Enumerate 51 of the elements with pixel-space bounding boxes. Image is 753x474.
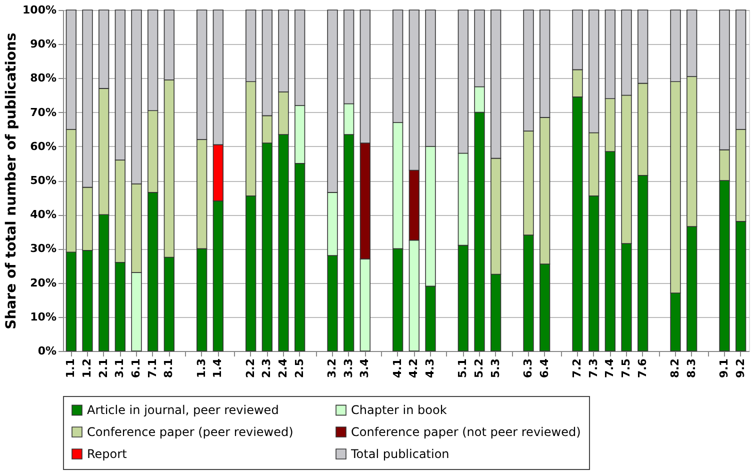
x-tick-label: 7.2 bbox=[570, 358, 584, 378]
y-tick-label: 90% bbox=[30, 38, 56, 51]
x-tick-label: 7.5 bbox=[620, 358, 632, 378]
x-tick-label: 8.3 bbox=[684, 358, 698, 378]
x-tick-label: 7.1 bbox=[146, 358, 159, 378]
y-tick-label: 0% bbox=[38, 344, 56, 358]
x-tick-label: 1.4 bbox=[211, 358, 224, 378]
y-tick-label: 40% bbox=[30, 208, 56, 222]
x-tick-label: 7.6 bbox=[636, 358, 649, 378]
y-tick-label: 30% bbox=[30, 242, 56, 256]
y-axis-title: Share of total number of publications bbox=[4, 32, 20, 330]
x-tick-label: 2.1 bbox=[96, 358, 110, 378]
y-tick-label: 100% bbox=[22, 4, 56, 16]
x-tick-label: 3.1 bbox=[113, 358, 126, 378]
x-tick-label: 3.2 bbox=[326, 358, 338, 378]
x-tick-label: 3.4 bbox=[358, 358, 372, 378]
legend-label: Conference paper (peer reviewed) bbox=[87, 425, 294, 439]
x-tick-label: 2.4 bbox=[276, 358, 290, 378]
x-tick-label: 6.3 bbox=[522, 358, 534, 378]
x-tick-label: 4.3 bbox=[424, 358, 436, 378]
x-tick-label: 6.4 bbox=[538, 358, 551, 378]
y-tick-label: 80% bbox=[30, 72, 56, 85]
x-tick-label: 7.4 bbox=[603, 358, 616, 378]
x-tick-label: 2.2 bbox=[244, 358, 257, 378]
legend-label: Conference paper (not peer reviewed) bbox=[351, 425, 581, 439]
y-tick-label: 20% bbox=[30, 276, 56, 290]
y-tick-label: 70% bbox=[30, 106, 56, 119]
legend-label: Total publication bbox=[350, 447, 450, 461]
legend-label: Report bbox=[87, 447, 128, 461]
x-tick-label: 1.1 bbox=[64, 358, 78, 378]
x-tick-label: 4.2 bbox=[407, 358, 420, 378]
x-tick-label: 1.2 bbox=[80, 358, 94, 378]
y-tick-label: 10% bbox=[30, 310, 56, 324]
x-tick-label: 8.2 bbox=[668, 358, 682, 378]
x-tick-label: 5.3 bbox=[488, 358, 502, 378]
x-tick-label: 7.3 bbox=[586, 358, 600, 378]
x-tick-label: 2.3 bbox=[260, 358, 274, 378]
y-tick-label: 50% bbox=[30, 174, 56, 187]
x-tick-label: 1.3 bbox=[194, 358, 208, 378]
x-tick-label: 9.2 bbox=[734, 358, 747, 378]
y-tick-label: 60% bbox=[30, 140, 56, 153]
x-tick-label: 2.5 bbox=[292, 358, 306, 378]
x-tick-label: 4.1 bbox=[390, 358, 404, 378]
x-tick-label: 8.1 bbox=[162, 358, 176, 378]
x-tick-label: 5.2 bbox=[472, 358, 486, 378]
legend-label: Chapter in book bbox=[351, 403, 447, 418]
x-tick-label: 3.3 bbox=[342, 358, 355, 378]
x-tick-label: 6.1 bbox=[130, 358, 142, 378]
x-tick-label: 9.1 bbox=[718, 358, 730, 378]
x-tick-label: 5.1 bbox=[456, 358, 470, 378]
legend-label: Article in journal, peer reviewed bbox=[87, 403, 279, 418]
